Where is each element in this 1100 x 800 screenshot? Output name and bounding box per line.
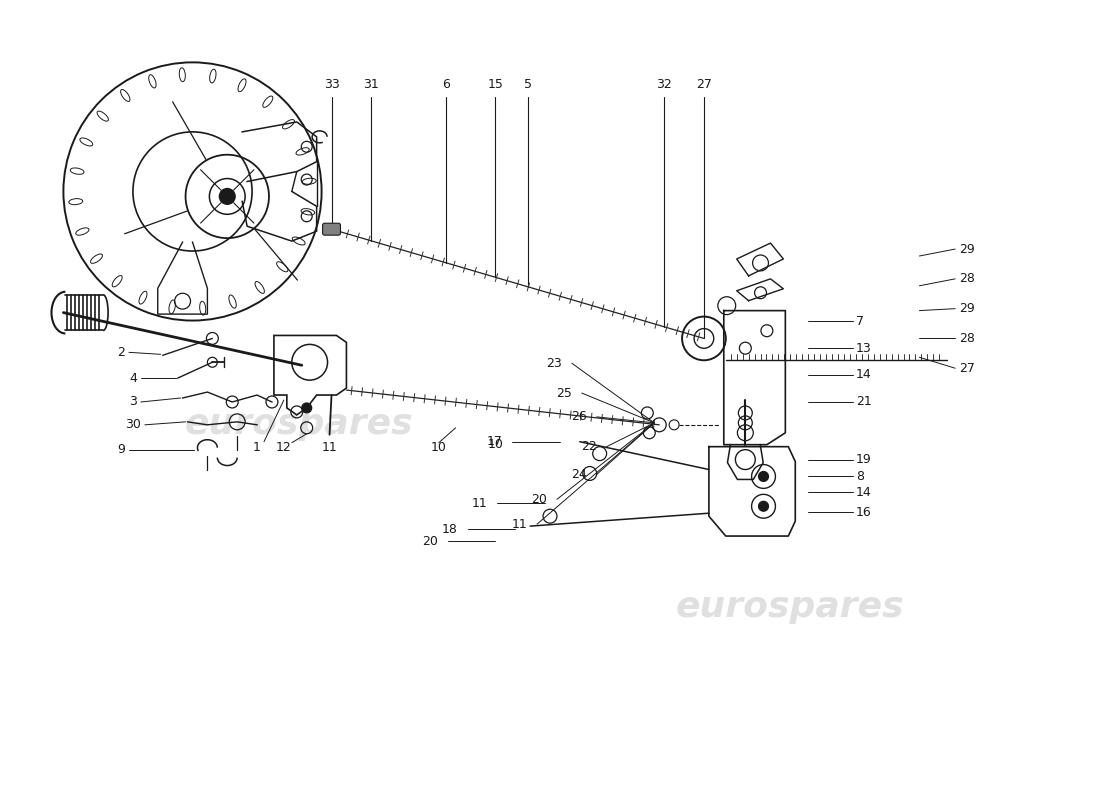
Text: 13: 13 bbox=[856, 342, 871, 354]
Circle shape bbox=[219, 189, 235, 204]
Text: 18: 18 bbox=[442, 522, 458, 535]
Text: eurospares: eurospares bbox=[676, 590, 904, 623]
Text: 12: 12 bbox=[276, 441, 292, 454]
Text: 33: 33 bbox=[323, 78, 340, 90]
Text: 11: 11 bbox=[321, 441, 338, 454]
Text: 15: 15 bbox=[487, 78, 504, 90]
Text: 1: 1 bbox=[253, 441, 261, 454]
Text: 9: 9 bbox=[117, 443, 125, 456]
Text: 2: 2 bbox=[117, 346, 125, 359]
Text: 6: 6 bbox=[442, 78, 450, 90]
Text: 7: 7 bbox=[856, 315, 864, 328]
Text: 30: 30 bbox=[125, 418, 141, 431]
Circle shape bbox=[759, 471, 769, 482]
Text: 23: 23 bbox=[547, 357, 562, 370]
Text: 29: 29 bbox=[959, 302, 975, 315]
Text: 3: 3 bbox=[129, 395, 136, 409]
Text: 28: 28 bbox=[959, 332, 975, 345]
Text: 19: 19 bbox=[856, 453, 871, 466]
Text: 11: 11 bbox=[472, 497, 487, 510]
Text: 20: 20 bbox=[422, 534, 438, 547]
Text: 22: 22 bbox=[581, 440, 596, 453]
Text: 10: 10 bbox=[487, 438, 504, 451]
Text: 5: 5 bbox=[525, 78, 532, 90]
Text: 29: 29 bbox=[959, 242, 975, 255]
Text: 17: 17 bbox=[486, 435, 503, 448]
Circle shape bbox=[759, 502, 769, 511]
Text: 27: 27 bbox=[696, 78, 712, 90]
Text: 32: 32 bbox=[657, 78, 672, 90]
Text: 4: 4 bbox=[129, 372, 136, 385]
Text: 21: 21 bbox=[856, 395, 871, 408]
Text: 14: 14 bbox=[856, 369, 871, 382]
FancyBboxPatch shape bbox=[322, 223, 341, 235]
Text: 20: 20 bbox=[531, 493, 547, 506]
Text: eurospares: eurospares bbox=[185, 407, 414, 441]
Circle shape bbox=[301, 403, 311, 413]
Text: 25: 25 bbox=[556, 386, 572, 399]
Text: 14: 14 bbox=[856, 486, 871, 499]
Text: 16: 16 bbox=[856, 506, 871, 518]
Text: 26: 26 bbox=[571, 410, 586, 423]
Text: 24: 24 bbox=[571, 468, 586, 481]
Text: 11: 11 bbox=[512, 518, 527, 530]
Text: 10: 10 bbox=[431, 441, 447, 454]
Text: 27: 27 bbox=[959, 362, 975, 374]
Text: 31: 31 bbox=[363, 78, 379, 90]
Text: 8: 8 bbox=[856, 470, 864, 483]
Text: 28: 28 bbox=[959, 272, 975, 286]
